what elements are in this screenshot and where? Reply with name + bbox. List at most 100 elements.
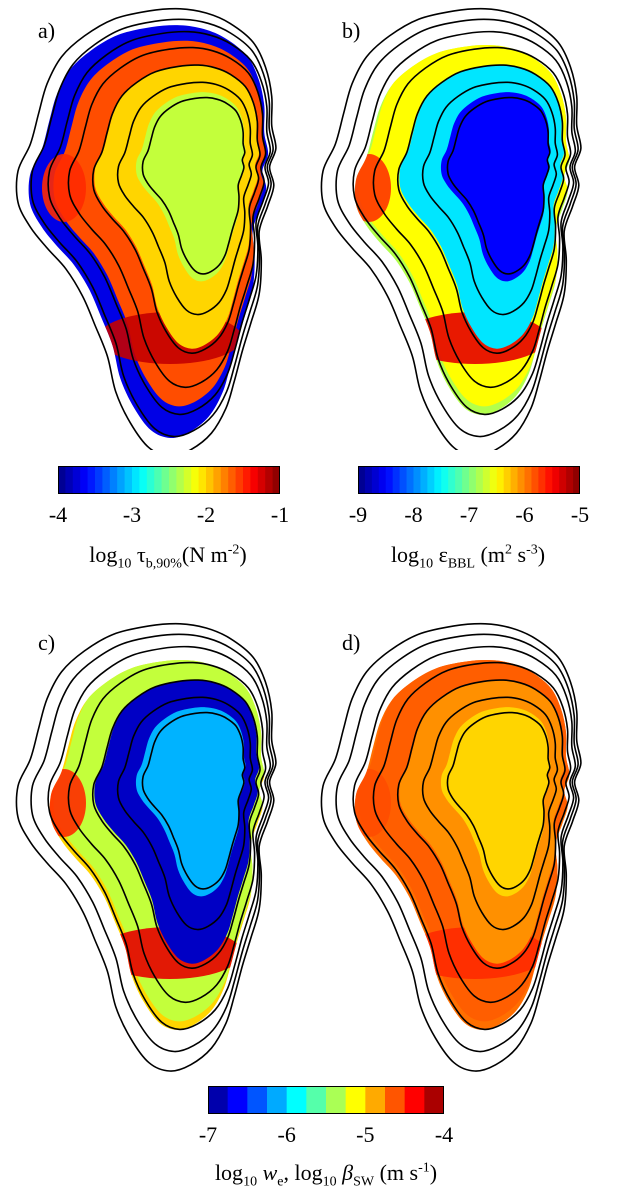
panel-label-c: c) (38, 630, 56, 655)
colorbar-swatch (117, 466, 126, 494)
field-center (440, 92, 551, 282)
colorbar-swatch (109, 466, 118, 494)
colorbar-swatch (462, 466, 470, 494)
colorbar-swatch (139, 466, 148, 494)
colorbar-swatch (434, 466, 442, 494)
colorbar-swatch (247, 1086, 268, 1114)
bathymetry-contour-6 (421, 81, 559, 316)
bathymetry-contour-2 (30, 633, 274, 1053)
colorbar-swatch (552, 466, 560, 494)
colorbar-tick-label: -7 (459, 502, 479, 527)
bathymetry-contour-1 (320, 7, 582, 450)
field-center (135, 707, 246, 897)
colorbar-swatch (161, 466, 170, 494)
colorbar-swatch (566, 466, 574, 494)
colorbar-swatch (72, 466, 81, 494)
bathymetry-contour-4 (67, 46, 267, 389)
colorbar-swatch (489, 466, 498, 494)
colorbar-swatch (198, 466, 207, 494)
map-panel-b (320, 7, 582, 450)
colorbar-swatch (531, 466, 539, 494)
colorbar-frame (208, 1086, 444, 1114)
colorbar-swatch (420, 466, 428, 494)
colorbar-swatch (424, 1086, 444, 1114)
bathymetry-contour-5 (397, 679, 566, 970)
bathymetry-contour-3 (352, 30, 577, 416)
bathymetry-contour-7 (141, 711, 246, 890)
colorbar-swatch (364, 466, 373, 494)
colorbar-tick-label: -5 (570, 502, 590, 527)
colorbar-a-label: log10 τb,90%(N m-2) (89, 542, 247, 572)
bathymetry-contour-7 (446, 96, 551, 275)
bathymetry-contour-6 (116, 696, 254, 931)
colorbar-swatch (365, 1086, 386, 1114)
colorbar-swatch (95, 466, 103, 494)
bathymetry-contour-5 (397, 64, 566, 355)
colorbar-cd-label: log10 we, log10 βSW (m s-1) (214, 1160, 438, 1190)
colorbar-swatch (358, 466, 366, 494)
field-center (440, 707, 551, 897)
colorbar-swatch (265, 466, 274, 494)
colorbar-tick-label: -2 (196, 502, 216, 527)
colorbar-swatch (448, 466, 456, 494)
colorbar-swatch (191, 466, 200, 494)
colorbar-swatch (469, 466, 477, 494)
colorbar-swatch (267, 1086, 288, 1114)
bathymetry-contour-5 (92, 679, 261, 970)
colorbar-swatch (475, 466, 484, 494)
colorbar-swatch (65, 466, 74, 494)
bathymetry-contour-6 (116, 81, 254, 316)
colorbar-swatch (306, 1086, 327, 1114)
colorbar-swatch (399, 466, 408, 494)
bathymetry-contour-7 (141, 96, 246, 275)
colorbar-tick-label: -4 (48, 502, 68, 527)
colorbar-swatch (482, 466, 491, 494)
colorbar-swatch (272, 466, 280, 494)
colorbar-swatch (257, 466, 266, 494)
colorbar-swatch (146, 466, 155, 494)
colorbar-swatch (154, 466, 163, 494)
colorbar-swatch (58, 466, 66, 494)
colorbar-swatch (510, 466, 519, 494)
colorbar-swatch (559, 466, 567, 494)
bathymetry-contour-1 (15, 622, 277, 1072)
colorbar-swatch (517, 466, 526, 494)
colorbar-swatch (235, 466, 244, 494)
colorbar-swatch (378, 466, 387, 494)
panel-label-d: d) (342, 630, 361, 655)
bathymetry-contour-2 (335, 633, 579, 1053)
bathymetry-contour-4 (67, 661, 267, 1004)
colorbar-b (358, 466, 580, 494)
colorbar-swatch (80, 466, 89, 494)
colorbar-swatch (227, 1086, 248, 1114)
colorbar-swatch (169, 466, 177, 494)
colorbar-tick-label: -3 (122, 502, 142, 527)
bathymetry-contour-1 (15, 7, 277, 450)
colorbar-swatch (406, 466, 415, 494)
bathymetry-contour-3 (47, 30, 272, 416)
colorbar-tick-label: -7 (198, 1122, 218, 1147)
colorbar-swatch (286, 1086, 307, 1114)
colorbar-swatch (102, 466, 111, 494)
colorbar-swatch (132, 466, 140, 494)
panel-label-a: a) (38, 18, 56, 43)
colorbar-tick-label: -6 (515, 502, 534, 527)
colorbar-tick-label: -5 (356, 1122, 375, 1147)
colorbar-frame (58, 466, 280, 494)
colorbar-swatch (385, 466, 394, 494)
colorbar-swatch (183, 466, 192, 494)
colorbar-swatch (538, 466, 546, 494)
colorbar-swatch (326, 1086, 347, 1114)
colorbar-swatch (228, 466, 237, 494)
colorbar-swatch (124, 466, 133, 494)
colorbar-swatch (220, 466, 229, 494)
colorbar-swatch (392, 466, 401, 494)
colorbar-tick-label: -8 (404, 502, 423, 527)
colorbar-cd (208, 1086, 444, 1114)
colorbar-swatch (573, 466, 580, 494)
map-panel-d (320, 622, 582, 1072)
colorbar-swatch (243, 466, 251, 494)
colorbar-swatch (503, 466, 512, 494)
colorbar-swatch (345, 1086, 366, 1114)
colorbar-swatch (371, 466, 380, 494)
